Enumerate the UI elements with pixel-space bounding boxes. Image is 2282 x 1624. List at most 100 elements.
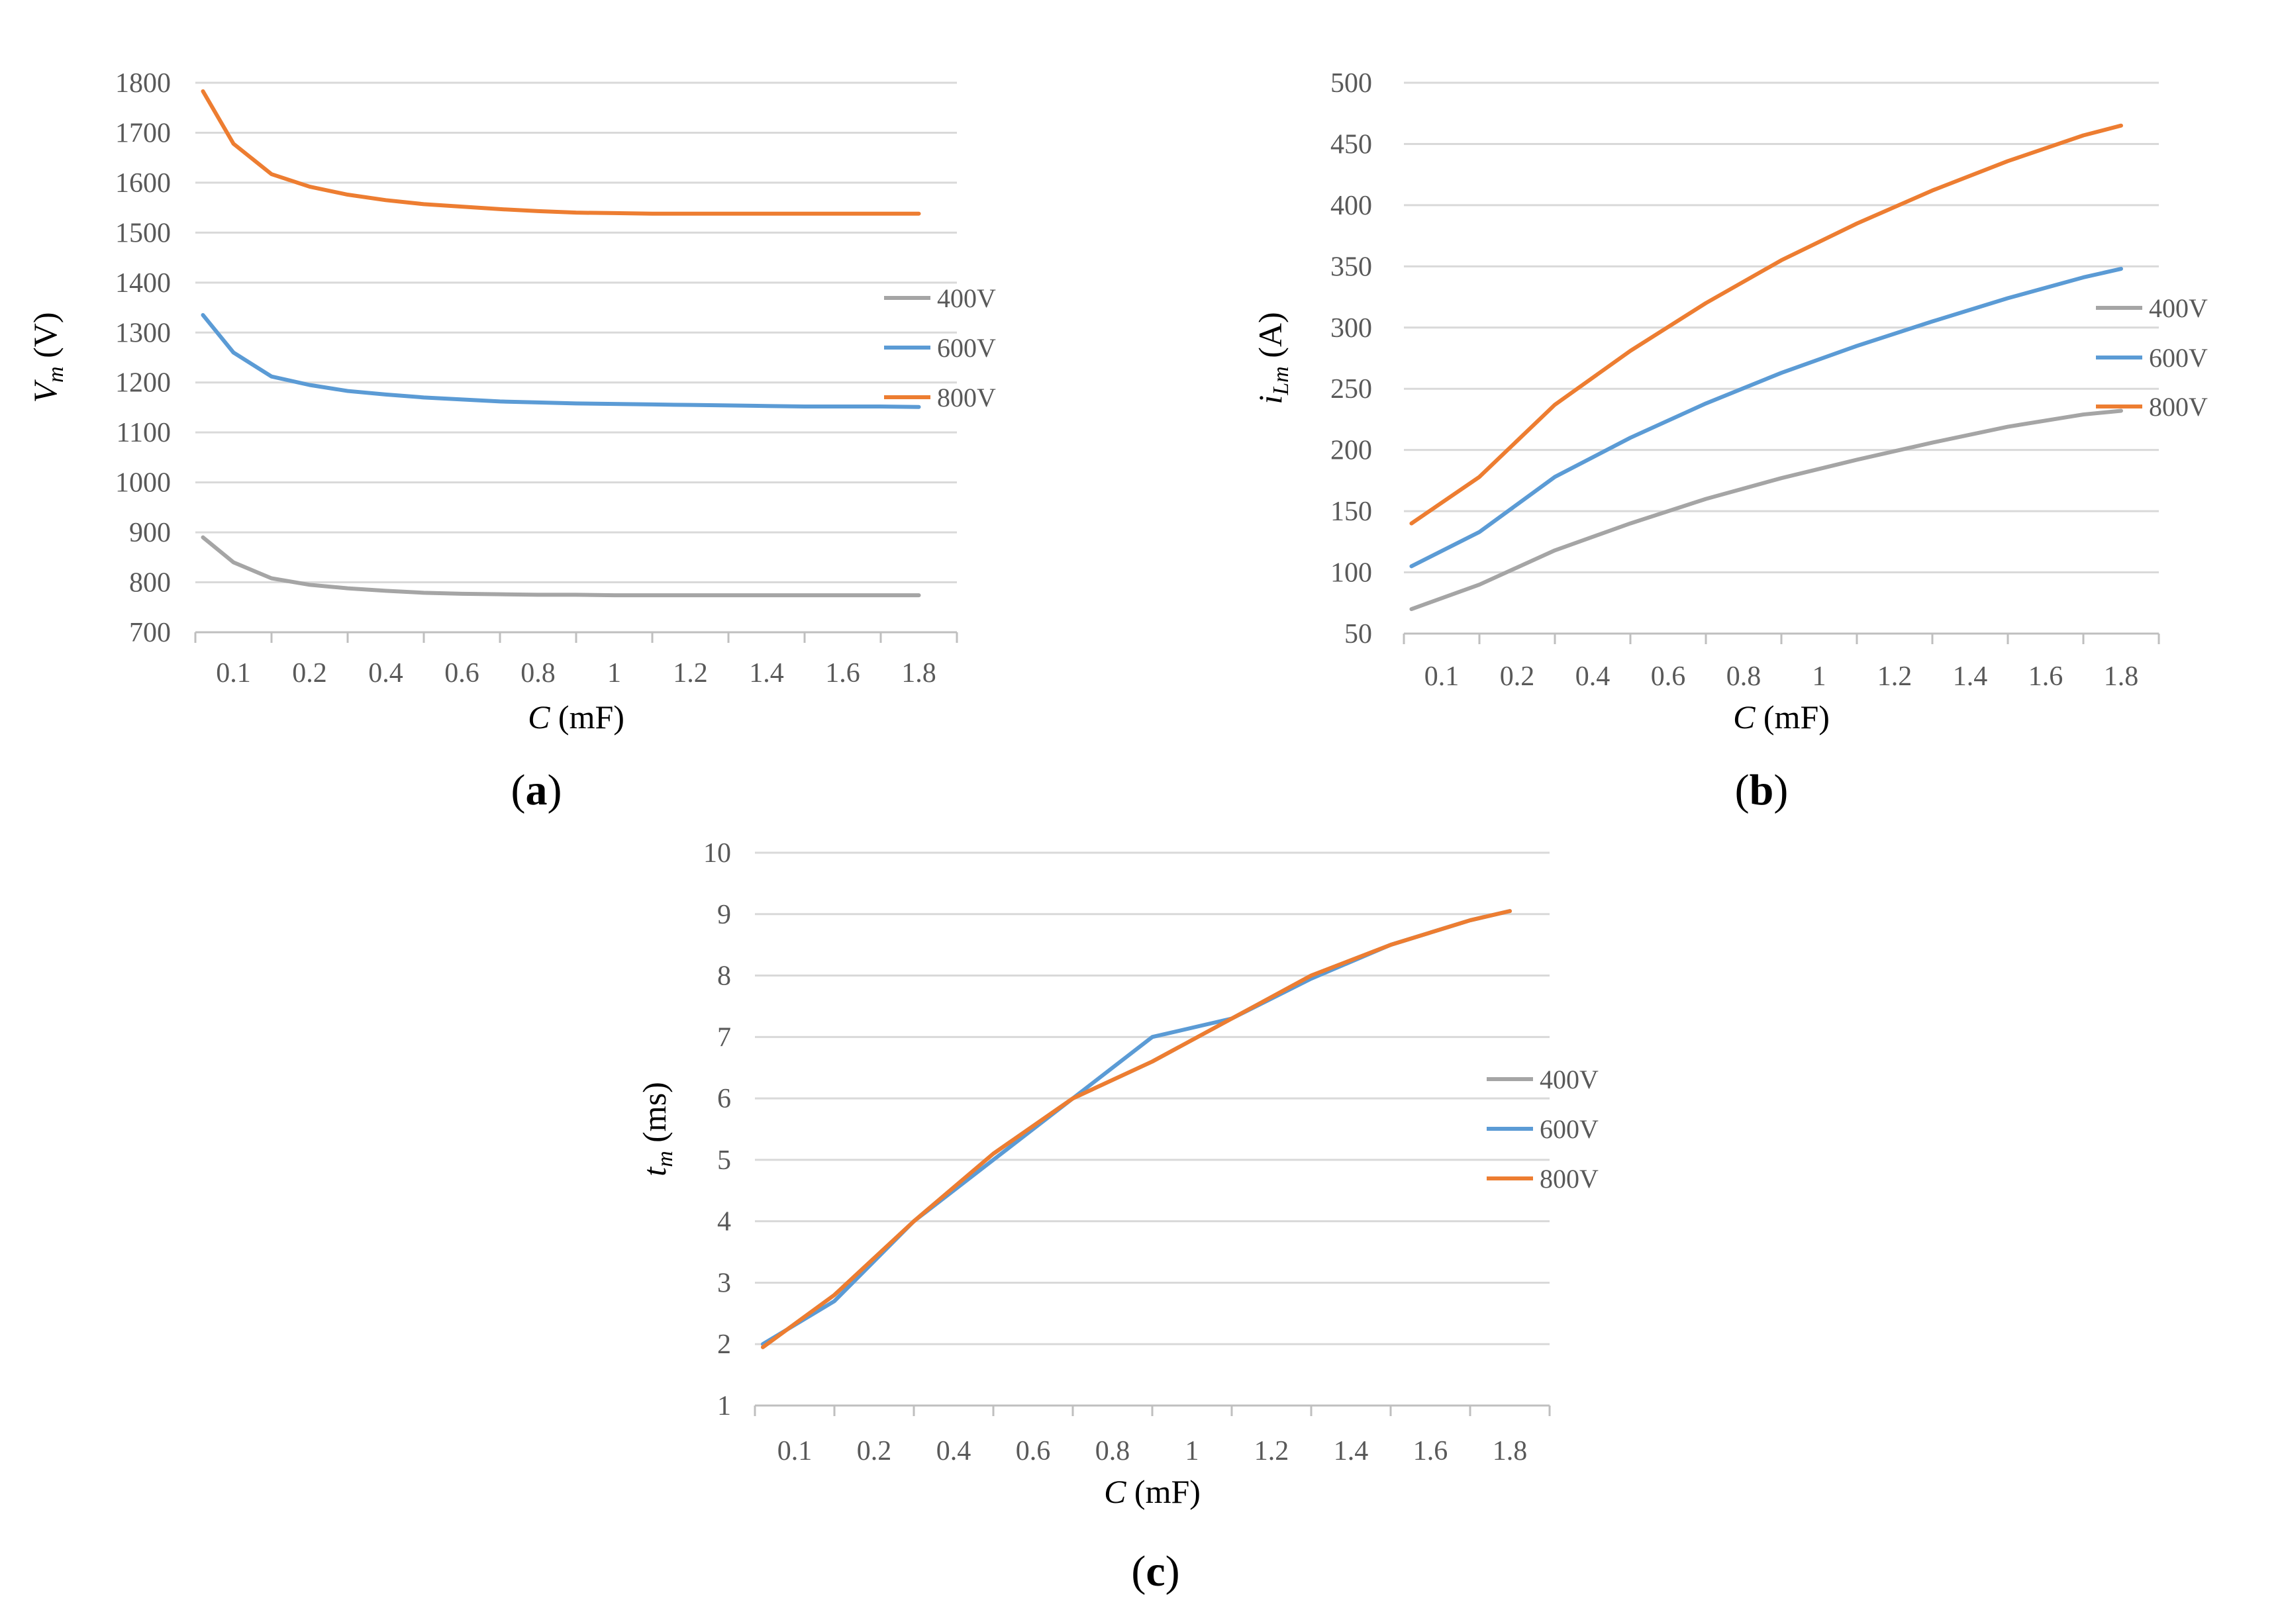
y-tick-label: 100	[1330, 558, 1372, 589]
x-axis-label: C (mF)	[1733, 698, 1830, 736]
x-tick-label: 1.6	[1413, 1436, 1448, 1466]
x-axis-unit: (mF)	[550, 698, 624, 736]
y-axis-label: iLm (A)	[1252, 312, 1293, 404]
x-tick-label: 0.2	[292, 658, 327, 689]
x-axis-variable: C	[528, 698, 550, 736]
series-line-600V	[1409, 267, 2123, 569]
x-tick-label: 0.4	[1575, 661, 1611, 692]
y-tick-label: 1700	[115, 118, 171, 148]
y-axis-variable: t	[636, 1167, 673, 1176]
x-tick-label: 1.4	[1953, 661, 1988, 692]
y-tick-label: 1100	[117, 418, 171, 448]
x-axis-unit: (mF)	[1755, 698, 1830, 736]
y-tick-label: 10	[703, 838, 731, 869]
y-axis-unit: (ms)	[636, 1082, 673, 1151]
x-axis-label: C (mF)	[1104, 1473, 1201, 1510]
panel-label: (a)	[511, 766, 562, 814]
panel-paren-open: (	[511, 766, 526, 814]
y-axis-subscript: m	[44, 366, 68, 383]
x-tick-label: 1.4	[1334, 1436, 1369, 1466]
y-tick-label: 250	[1330, 374, 1372, 405]
x-tick-label: 1.6	[2028, 661, 2063, 692]
y-tick-label: 1500	[115, 218, 171, 248]
y-tick-label: 900	[129, 518, 171, 548]
x-axis-variable: C	[1733, 698, 1756, 736]
y-tick-label: 1000	[115, 468, 171, 499]
y-axis-unit: (A)	[1252, 312, 1289, 366]
x-tick-label: 0.6	[1651, 661, 1686, 692]
x-tick-label: 0.8	[521, 658, 556, 689]
series-line-800V	[761, 909, 1512, 1349]
legend-label: 800V	[1540, 1164, 1599, 1194]
y-tick-label: 500	[1330, 68, 1372, 99]
y-tick-label: 1600	[115, 168, 171, 199]
x-tick-label: 1	[1812, 661, 1826, 692]
y-axis-variable: V	[26, 379, 64, 403]
panel-paren-open: (	[1131, 1547, 1146, 1596]
x-tick-label: 1	[607, 658, 621, 689]
x-tick-label: 0.1	[777, 1436, 813, 1466]
x-axis-variable: C	[1104, 1473, 1126, 1510]
y-tick-label: 1300	[115, 318, 171, 348]
x-tick-label: 0.1	[216, 658, 251, 689]
x-tick-label: 0.6	[1016, 1436, 1051, 1466]
x-tick-label: 1.8	[901, 658, 936, 689]
series-line-600V	[201, 312, 921, 409]
x-tick-label: 1.8	[2104, 661, 2139, 692]
y-tick-label: 2	[717, 1329, 731, 1360]
x-tick-label: 0.6	[444, 658, 479, 689]
x-tick-label: 0.4	[936, 1436, 971, 1466]
y-tick-label: 1800	[115, 68, 171, 99]
series-line-400V	[1409, 408, 2123, 612]
chart-panel-c: 1 2 3 4 5 6 7 8 9 10 0.1 0.2 0.4 0.6 0.8 1 1.2 1.4 1.6 1.8 C…	[636, 838, 1599, 1596]
y-tick-label: 1400	[115, 268, 171, 299]
series-line-400V	[201, 535, 921, 598]
x-axis-label: C (mF)	[528, 698, 624, 736]
y-tick-label: 9	[717, 900, 731, 930]
y-tick-label: 50	[1344, 619, 1372, 649]
panel-paren-close: )	[548, 766, 562, 814]
y-axis-label: tm (ms)	[636, 1082, 677, 1176]
panel-letter: c	[1146, 1547, 1165, 1596]
y-axis-label: Vm (V)	[26, 312, 68, 403]
y-tick-label: 4	[717, 1207, 731, 1237]
chart-panel-b: 50 100 150 200 250 300 350 400 450 500 0.1 0.2 0.4 0.…	[1252, 68, 2208, 814]
x-tick-label: 1.2	[673, 658, 708, 689]
y-tick-label: 1	[717, 1391, 731, 1421]
x-tick-label: 0.4	[368, 658, 403, 689]
legend-label: 600V	[2149, 343, 2208, 373]
legend-label: 800V	[2149, 392, 2208, 422]
panel-paren-open: (	[1735, 766, 1750, 814]
y-tick-label: 400	[1330, 191, 1372, 221]
y-tick-label: 350	[1330, 252, 1372, 282]
panel-letter: b	[1750, 766, 1774, 814]
x-tick-label: 0.2	[857, 1436, 892, 1466]
y-tick-label: 1200	[115, 368, 171, 399]
chart-panel-a: 700 800 900 1000 1100 1200 1300 1400 1500 1600 170…	[26, 68, 996, 814]
panel-paren-close: )	[1166, 1547, 1180, 1596]
y-tick-label: 700	[129, 618, 171, 648]
y-tick-label: 3	[717, 1268, 731, 1298]
y-tick-label: 800	[129, 568, 171, 598]
x-tick-label: 1.4	[749, 658, 784, 689]
series-line-800V	[201, 89, 921, 216]
panel-letter: a	[526, 766, 548, 814]
x-tick-label: 1.2	[1254, 1436, 1289, 1466]
y-tick-label: 8	[717, 961, 731, 992]
x-tick-label: 1	[1185, 1436, 1199, 1466]
y-axis-variable: i	[1252, 395, 1289, 405]
x-tick-label: 1.6	[825, 658, 860, 689]
panel-label: (c)	[1131, 1547, 1179, 1596]
y-axis-subscript: Lm	[1269, 366, 1293, 395]
legend-label: 600V	[937, 333, 996, 363]
y-axis-unit: (V)	[26, 312, 64, 366]
y-tick-label: 150	[1330, 497, 1372, 527]
y-tick-label: 450	[1330, 129, 1372, 160]
x-tick-label: 0.2	[1500, 661, 1535, 692]
x-tick-label: 0.8	[1095, 1436, 1130, 1466]
x-tick-label: 0.1	[1424, 661, 1460, 692]
y-tick-label: 200	[1330, 436, 1372, 466]
legend-label: 400V	[1540, 1065, 1599, 1094]
legend-label: 400V	[2149, 293, 2208, 323]
